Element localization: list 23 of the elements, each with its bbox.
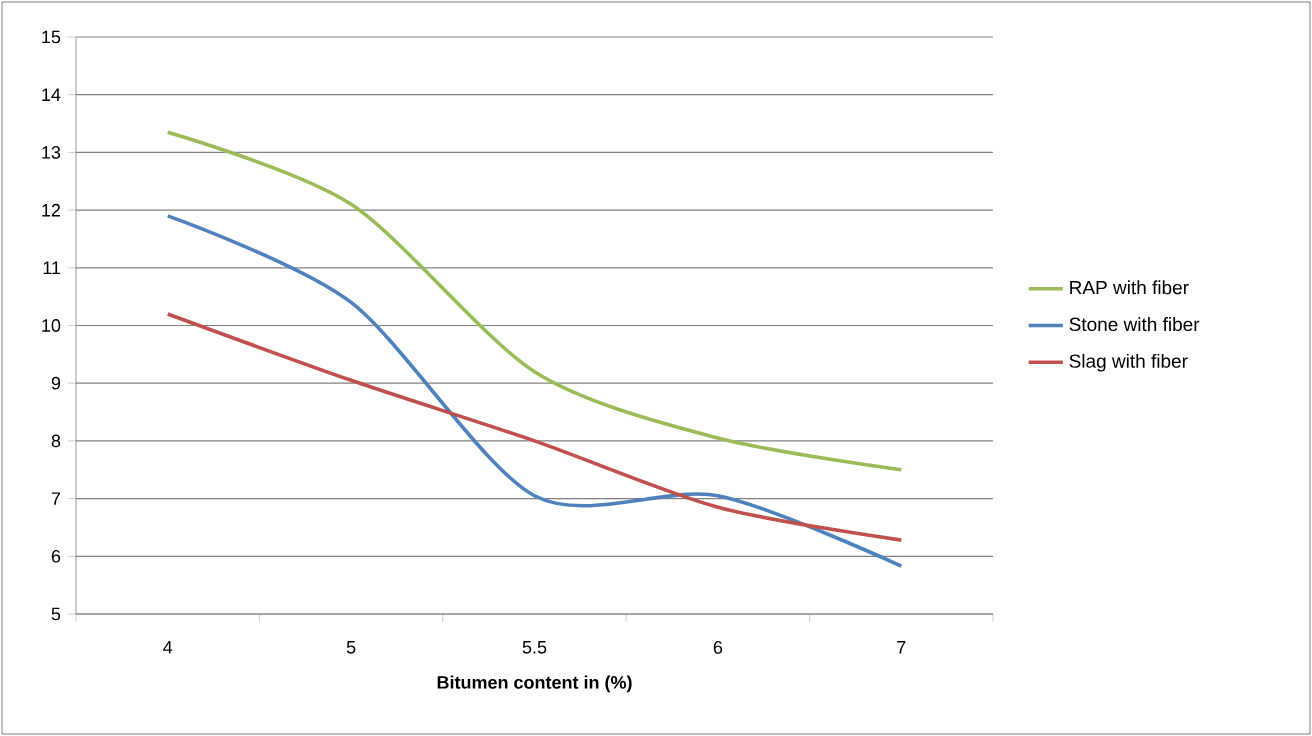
legend-label: Stone with fiber: [1069, 317, 1200, 332]
y-tick-label: 6: [51, 549, 61, 563]
x-tick-label: 4: [163, 641, 173, 654]
y-tick-label: 14: [42, 88, 61, 101]
legend-label: RAP with fiber: [1070, 280, 1189, 295]
x-tick-label: 5: [346, 641, 356, 654]
y-tick-label: 13: [42, 146, 61, 159]
x-tick-label: 5.5: [522, 641, 547, 654]
x-tick-label: 6: [713, 641, 723, 654]
y-tick-label: 9: [51, 376, 61, 390]
legend-label: Slag with fiber: [1069, 353, 1188, 372]
x-tick-label: 7: [897, 641, 906, 654]
y-tick-label: 10: [42, 319, 61, 332]
y-tick-label: 7: [51, 492, 61, 505]
line-series: [165, 130, 904, 472]
y-tick-label: 5: [51, 607, 61, 621]
line-series: [165, 312, 904, 542]
y-tick-label: 11: [43, 261, 61, 274]
line-series: [165, 214, 904, 568]
y-tick-label: 15: [42, 30, 61, 44]
x-axis-title: Bitumen content in (%): [437, 675, 632, 693]
y-tick-label: 8: [51, 434, 61, 448]
y-tick-label: 12: [42, 203, 61, 217]
